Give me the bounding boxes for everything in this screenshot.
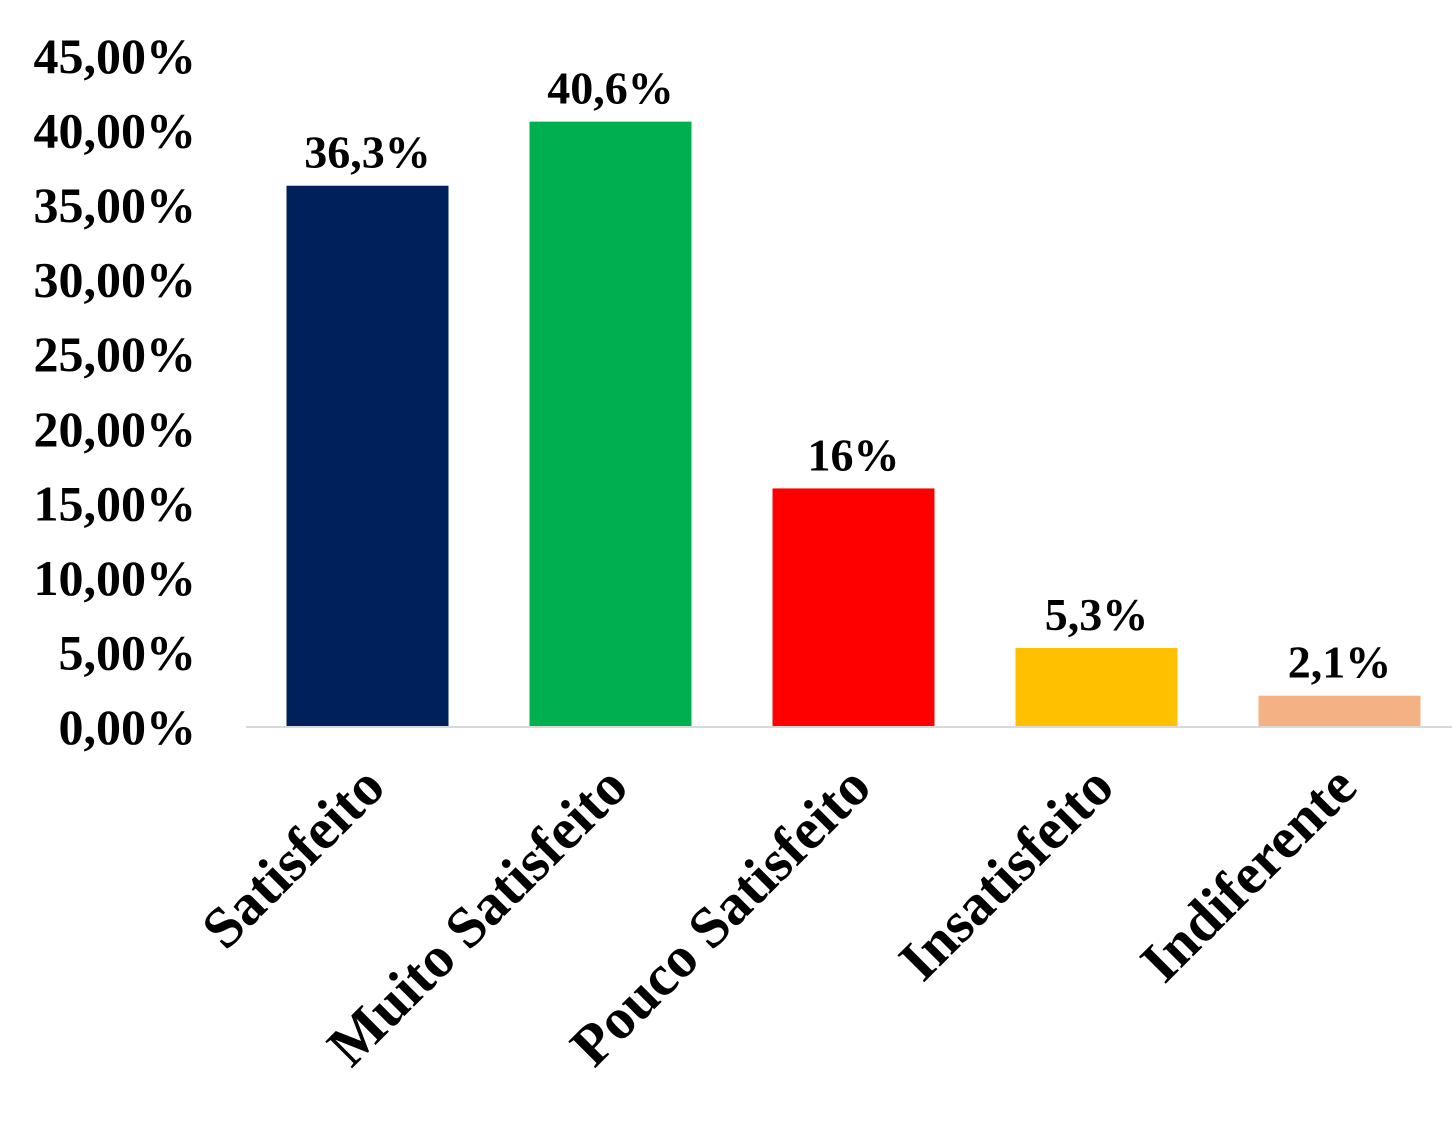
y-axis: 0,00% 5,00% 10,00% 15,00% 20,00% 25,00% 30,00%… [34, 28, 197, 755]
bars [286, 121, 1421, 727]
category-label: Satisfeito [189, 753, 397, 961]
bar-indiferente [1258, 695, 1421, 727]
bar-muito-satisfeito [529, 121, 692, 727]
y-tick-label: 40,00% [34, 103, 197, 159]
category-label: Insatisfeito [886, 753, 1126, 993]
bar-pouco-satisfeito [772, 488, 935, 727]
bar-insatisfeito [1015, 647, 1178, 727]
y-tick-label: 10,00% [34, 550, 197, 606]
data-label: 16% [808, 429, 900, 480]
data-label: 2,1% [1288, 637, 1392, 688]
y-tick-label: 35,00% [34, 177, 197, 233]
y-tick-label: 5,00% [59, 624, 197, 680]
data-label: 36,3% [304, 127, 431, 178]
data-label: 40,6% [547, 63, 674, 114]
y-tick-label: 30,00% [34, 252, 197, 308]
y-tick-label: 25,00% [34, 326, 197, 382]
data-label: 5,3% [1045, 589, 1149, 640]
y-tick-label: 0,00% [59, 699, 197, 755]
category-label: Indiferente [1128, 753, 1369, 994]
data-labels: 36,3% 40,6% 16% 5,3% 2,1% [304, 63, 1391, 688]
y-tick-label: 20,00% [34, 401, 197, 457]
y-tick-label: 15,00% [34, 475, 197, 531]
y-tick-label: 45,00% [34, 28, 197, 84]
bar-satisfeito [286, 185, 449, 727]
